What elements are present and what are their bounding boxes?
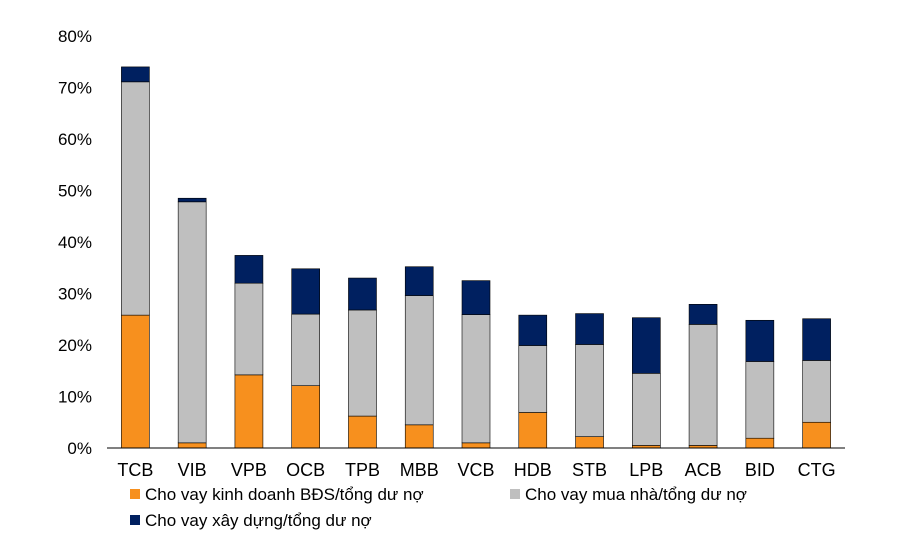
bar-segment-mbb-s2 <box>404 295 434 426</box>
bar-segment-bid-s3 <box>745 319 775 362</box>
legend-label: Cho vay mua nhà/tổng dư nợ <box>525 485 747 504</box>
bar-group-vcb <box>461 280 491 449</box>
bar-group-lpb <box>632 317 661 449</box>
y-tick-label: 40% <box>58 233 92 252</box>
legend-swatch <box>510 489 520 499</box>
bar-segment-bid-s1 <box>745 437 775 449</box>
x-tick-label: VCB <box>457 460 494 480</box>
y-tick-label: 10% <box>58 388 92 407</box>
y-tick-label: 60% <box>58 130 92 149</box>
y-tick-label: 30% <box>58 285 92 304</box>
y-axis: 0% 10% 20% 30% 40% 50% 60% 70% 80% <box>58 27 92 458</box>
bar-segment-acb-s3 <box>688 304 718 325</box>
x-tick-label: OCB <box>286 460 325 480</box>
bar-segment-tpb-s3 <box>348 277 377 311</box>
bar-segment-tpb-s1 <box>348 415 377 449</box>
bar-group-mbb <box>404 266 434 449</box>
bar-segment-tpb-s2 <box>348 309 377 417</box>
bar-segment-stb-s1 <box>575 436 604 449</box>
bar-segment-vpb-s2 <box>234 282 264 376</box>
bar-segment-lpb-s2 <box>632 373 661 446</box>
bar-segment-vpb-s3 <box>234 255 264 284</box>
legend-swatch <box>130 515 140 525</box>
x-tick-label: TPB <box>345 460 380 480</box>
bar-segment-vcb-s2 <box>461 314 491 444</box>
y-tick-label: 70% <box>58 79 92 98</box>
legend-item: Cho vay xây dựng/tổng dư nợ <box>130 511 372 530</box>
x-tick-label: VIB <box>178 460 207 480</box>
bar-segment-ctg-s1 <box>802 421 831 449</box>
legend-item: Cho vay mua nhà/tổng dư nợ <box>510 485 747 504</box>
x-axis: TCB VIB VPB OCB TPB MBB VCB HDB STB LPB ACB BID CTG <box>107 447 845 480</box>
y-tick-label: 20% <box>58 336 92 355</box>
legend-swatch <box>130 489 140 499</box>
bar-segment-vpb-s1 <box>234 374 264 449</box>
x-tick-label: ACB <box>685 460 722 480</box>
bar-segment-vcb-s3 <box>461 280 491 315</box>
bar-group-ctg <box>802 318 831 449</box>
bar-segment-bid-s2 <box>745 361 775 439</box>
bar-group-tpb <box>348 277 377 449</box>
x-tick-label: MBB <box>400 460 439 480</box>
bar-group-vpb <box>234 255 264 449</box>
legend-label: Cho vay xây dựng/tổng dư nợ <box>145 511 372 530</box>
bar-group-vib <box>177 197 207 449</box>
bar-segment-vib-s3 <box>177 197 207 203</box>
bars <box>121 66 831 449</box>
bar-group-tcb <box>121 66 150 449</box>
bar-group-bid <box>745 319 775 449</box>
bar-segment-ctg-s3 <box>802 318 831 361</box>
x-tick-label: VPB <box>231 460 267 480</box>
bar-segment-tcb-s2 <box>121 81 150 316</box>
legend-label: Cho vay kinh doanh BĐS/tổng dư nợ <box>145 485 424 504</box>
bar-segment-tcb-s1 <box>121 314 150 449</box>
x-tick-label: HDB <box>514 460 552 480</box>
x-tick-label: LPB <box>629 460 663 480</box>
bar-segment-lpb-s3 <box>632 317 661 374</box>
bar-segment-ocb-s2 <box>291 313 320 386</box>
bar-group-acb <box>688 304 718 449</box>
bar-segment-mbb-s1 <box>404 424 434 449</box>
bar-segment-hdb-s1 <box>518 412 548 449</box>
bar-group-ocb <box>291 268 320 449</box>
bar-segment-stb-s3 <box>575 313 604 345</box>
bar-segment-ctg-s2 <box>802 360 831 423</box>
legend-item: Cho vay kinh doanh BĐS/tổng dư nợ <box>130 485 424 504</box>
bar-segment-ocb-s3 <box>291 268 320 315</box>
x-tick-label: CTG <box>798 460 836 480</box>
y-tick-label: 80% <box>58 27 92 46</box>
x-tick-label: BID <box>745 460 775 480</box>
bar-segment-acb-s2 <box>688 324 718 446</box>
bar-segment-tcb-s3 <box>121 66 150 83</box>
bar-segment-vib-s2 <box>177 201 207 444</box>
bar-segment-hdb-s3 <box>518 314 548 346</box>
y-tick-label: 0% <box>67 439 92 458</box>
legend: Cho vay kinh doanh BĐS/tổng dư nợ Cho vay… <box>130 485 747 530</box>
bar-segment-hdb-s2 <box>518 345 548 413</box>
bar-segment-mbb-s3 <box>404 266 434 296</box>
bar-segment-stb-s2 <box>575 344 604 437</box>
bar-segment-vcb-s1 <box>461 442 491 449</box>
x-tick-label: TCB <box>117 460 153 480</box>
bar-segment-ocb-s1 <box>291 385 320 449</box>
x-tick-label: STB <box>572 460 607 480</box>
bar-group-hdb <box>518 314 548 449</box>
bar-segment-vib-s1 <box>177 442 207 449</box>
y-tick-label: 50% <box>58 182 92 201</box>
bar-group-stb <box>575 313 604 449</box>
